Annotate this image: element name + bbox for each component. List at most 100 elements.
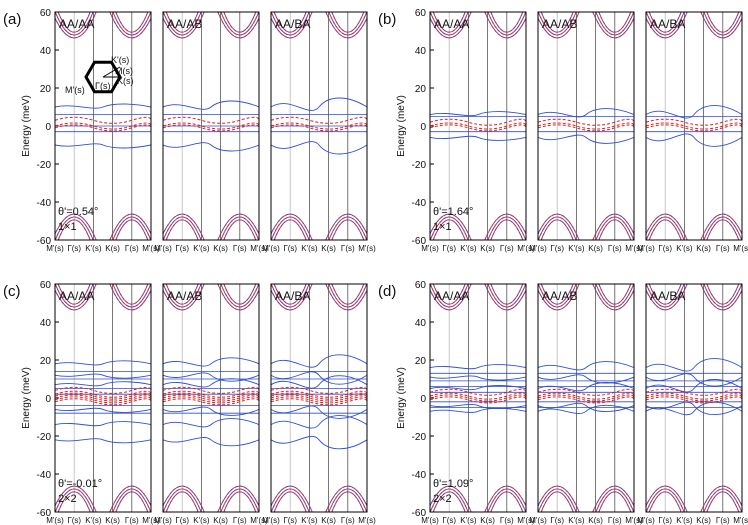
plot-area — [538, 12, 634, 240]
x-tick-label: M'(s) — [733, 516, 748, 525]
red-band — [430, 396, 526, 404]
subplot-aa-ba: AA/BAM'(s)Γ(s)K'(s)K(s)Γ(s)M'(s) — [262, 283, 376, 525]
conduction-band-dashed — [220, 284, 259, 308]
red-band — [430, 118, 526, 126]
red-band — [271, 124, 367, 132]
x-tick-label: Γ(s) — [341, 516, 355, 525]
blue-band — [646, 401, 742, 416]
red-band — [271, 396, 367, 404]
conduction-band-dashed — [271, 284, 313, 311]
valence-band-dashed — [55, 488, 94, 512]
y-tick-label: -40 — [37, 470, 52, 481]
valence-band-dashed — [163, 485, 205, 512]
subplot-aa-ab: AA/ABM'(s) Γ(s) K'(s) K(s) Γ(s) M'(s) — [154, 11, 268, 253]
y-tick-label: -20 — [37, 432, 52, 443]
x-tick-label: M'(s) — [517, 244, 535, 253]
red-band — [163, 392, 259, 400]
theta-annotation: θ'=-0.01° — [58, 478, 102, 490]
conduction-band-dashed — [220, 12, 259, 36]
y-tick-label: 60 — [40, 280, 52, 291]
valence-band-dashed — [115, 491, 149, 512]
conduction-band-dashed — [592, 284, 634, 311]
conduction-band-dashed — [538, 284, 580, 311]
valence-band-dashed — [700, 485, 742, 512]
subplot-aa-ab: AA/ABM'(s) Γ(s) K'(s) K(s) Γ(s) M'(s) — [154, 283, 268, 525]
valence-band-dashed — [598, 219, 632, 240]
valence-band-dashed — [325, 485, 367, 512]
conduction-band-dashed — [430, 12, 469, 36]
conduction-band-dashed — [163, 12, 202, 36]
red-band — [163, 124, 259, 132]
red-band — [538, 388, 634, 396]
conduction-band-dashed — [55, 12, 94, 36]
panel-b: (b) Energy (meV) 60 40 20 0 -20 -40 -60 AA/AA M'(s… — [378, 8, 748, 253]
x-tick-label: Γ(s) — [67, 516, 81, 525]
blue-band — [163, 418, 259, 428]
x-tick-label: M'(s) — [625, 516, 643, 525]
x-tick-label: Γ(s) — [608, 244, 622, 253]
conduction-band-dashed — [706, 12, 740, 33]
conduction-band-dashed — [538, 284, 577, 308]
red-band — [163, 122, 259, 130]
blue-band — [55, 381, 151, 387]
valence-band-dashed — [598, 491, 632, 512]
valence-band-dashed — [57, 219, 91, 240]
x-tick-label: K'(s) — [460, 516, 477, 525]
red-band — [55, 124, 151, 132]
subplot-title: AA/AB — [542, 289, 577, 303]
blue-band — [271, 415, 367, 429]
x-tick-label: Γ(s) — [125, 244, 139, 253]
blue-band — [538, 361, 634, 371]
x-tick-label: K(s) — [588, 516, 603, 525]
blue-band — [163, 378, 259, 388]
x-tick-label: K(s) — [105, 244, 120, 253]
subplot-title: AA/AB — [542, 17, 577, 31]
x-tick-label: Γ(s) — [175, 244, 189, 253]
x-tick-label: K(s) — [588, 244, 603, 253]
valence-band-dashed — [700, 213, 742, 240]
x-tick-label: M'(s) — [625, 244, 643, 253]
red-band — [538, 396, 634, 404]
x-tick-label: K'(s) — [193, 516, 210, 525]
valence-band-dashed — [112, 488, 151, 512]
brillouin-zone-inset: K'(s)M(s)K(s) Γ(s) M'(s) — [65, 55, 134, 95]
panel-label: (b) — [378, 11, 396, 28]
x-tick-label: Γ(s) — [550, 244, 564, 253]
x-tick-label: K(s) — [321, 244, 336, 253]
x-tick-label: K'(s) — [568, 244, 585, 253]
theta-annotation: θ'=1.09° — [433, 478, 473, 490]
valence-band-dashed — [55, 485, 97, 512]
x-tick-label: M'(s) — [637, 516, 655, 525]
x-tick-label: Γ(s) — [67, 244, 81, 253]
subplot-aa-aa: AA/AAM'(s) Γ(s) K'(s) K(s) Γ(s) M'(s) — [46, 11, 160, 253]
y-tick-label: 0 — [420, 394, 426, 405]
red-band — [55, 390, 151, 398]
conduction-band-dashed — [540, 12, 574, 33]
red-band — [55, 392, 151, 400]
red-band — [430, 388, 526, 396]
conduction-band-dashed — [109, 284, 151, 311]
conduction-band-dashed — [592, 12, 634, 39]
x-tick-label: K(s) — [696, 244, 711, 253]
blue-band — [55, 360, 151, 366]
blue-band — [430, 404, 526, 410]
conduction-band-dashed — [430, 284, 469, 308]
blue-band — [271, 375, 367, 389]
blue-band — [646, 373, 742, 387]
y-tick-label: 20 — [40, 356, 52, 367]
conduction-band-dashed — [538, 12, 577, 36]
x-tick-label: M'(s) — [529, 244, 547, 253]
plot-area — [271, 284, 367, 512]
red-band — [538, 392, 634, 400]
subplot-aa-ba: AA/BAM'(s)Γ(s)K'(s)K(s)Γ(s)M'(s) — [637, 11, 748, 253]
red-band — [55, 394, 151, 402]
conduction-band-dashed — [484, 284, 526, 311]
blue-band — [646, 358, 742, 372]
blue-band — [271, 405, 367, 419]
subplot-title: AA/AB — [167, 17, 202, 31]
red-band — [430, 392, 526, 400]
blue-band — [55, 143, 151, 149]
conduction-band-dashed — [490, 12, 524, 33]
x-tick-label: Γ(s) — [442, 244, 456, 253]
red-band — [646, 118, 742, 126]
